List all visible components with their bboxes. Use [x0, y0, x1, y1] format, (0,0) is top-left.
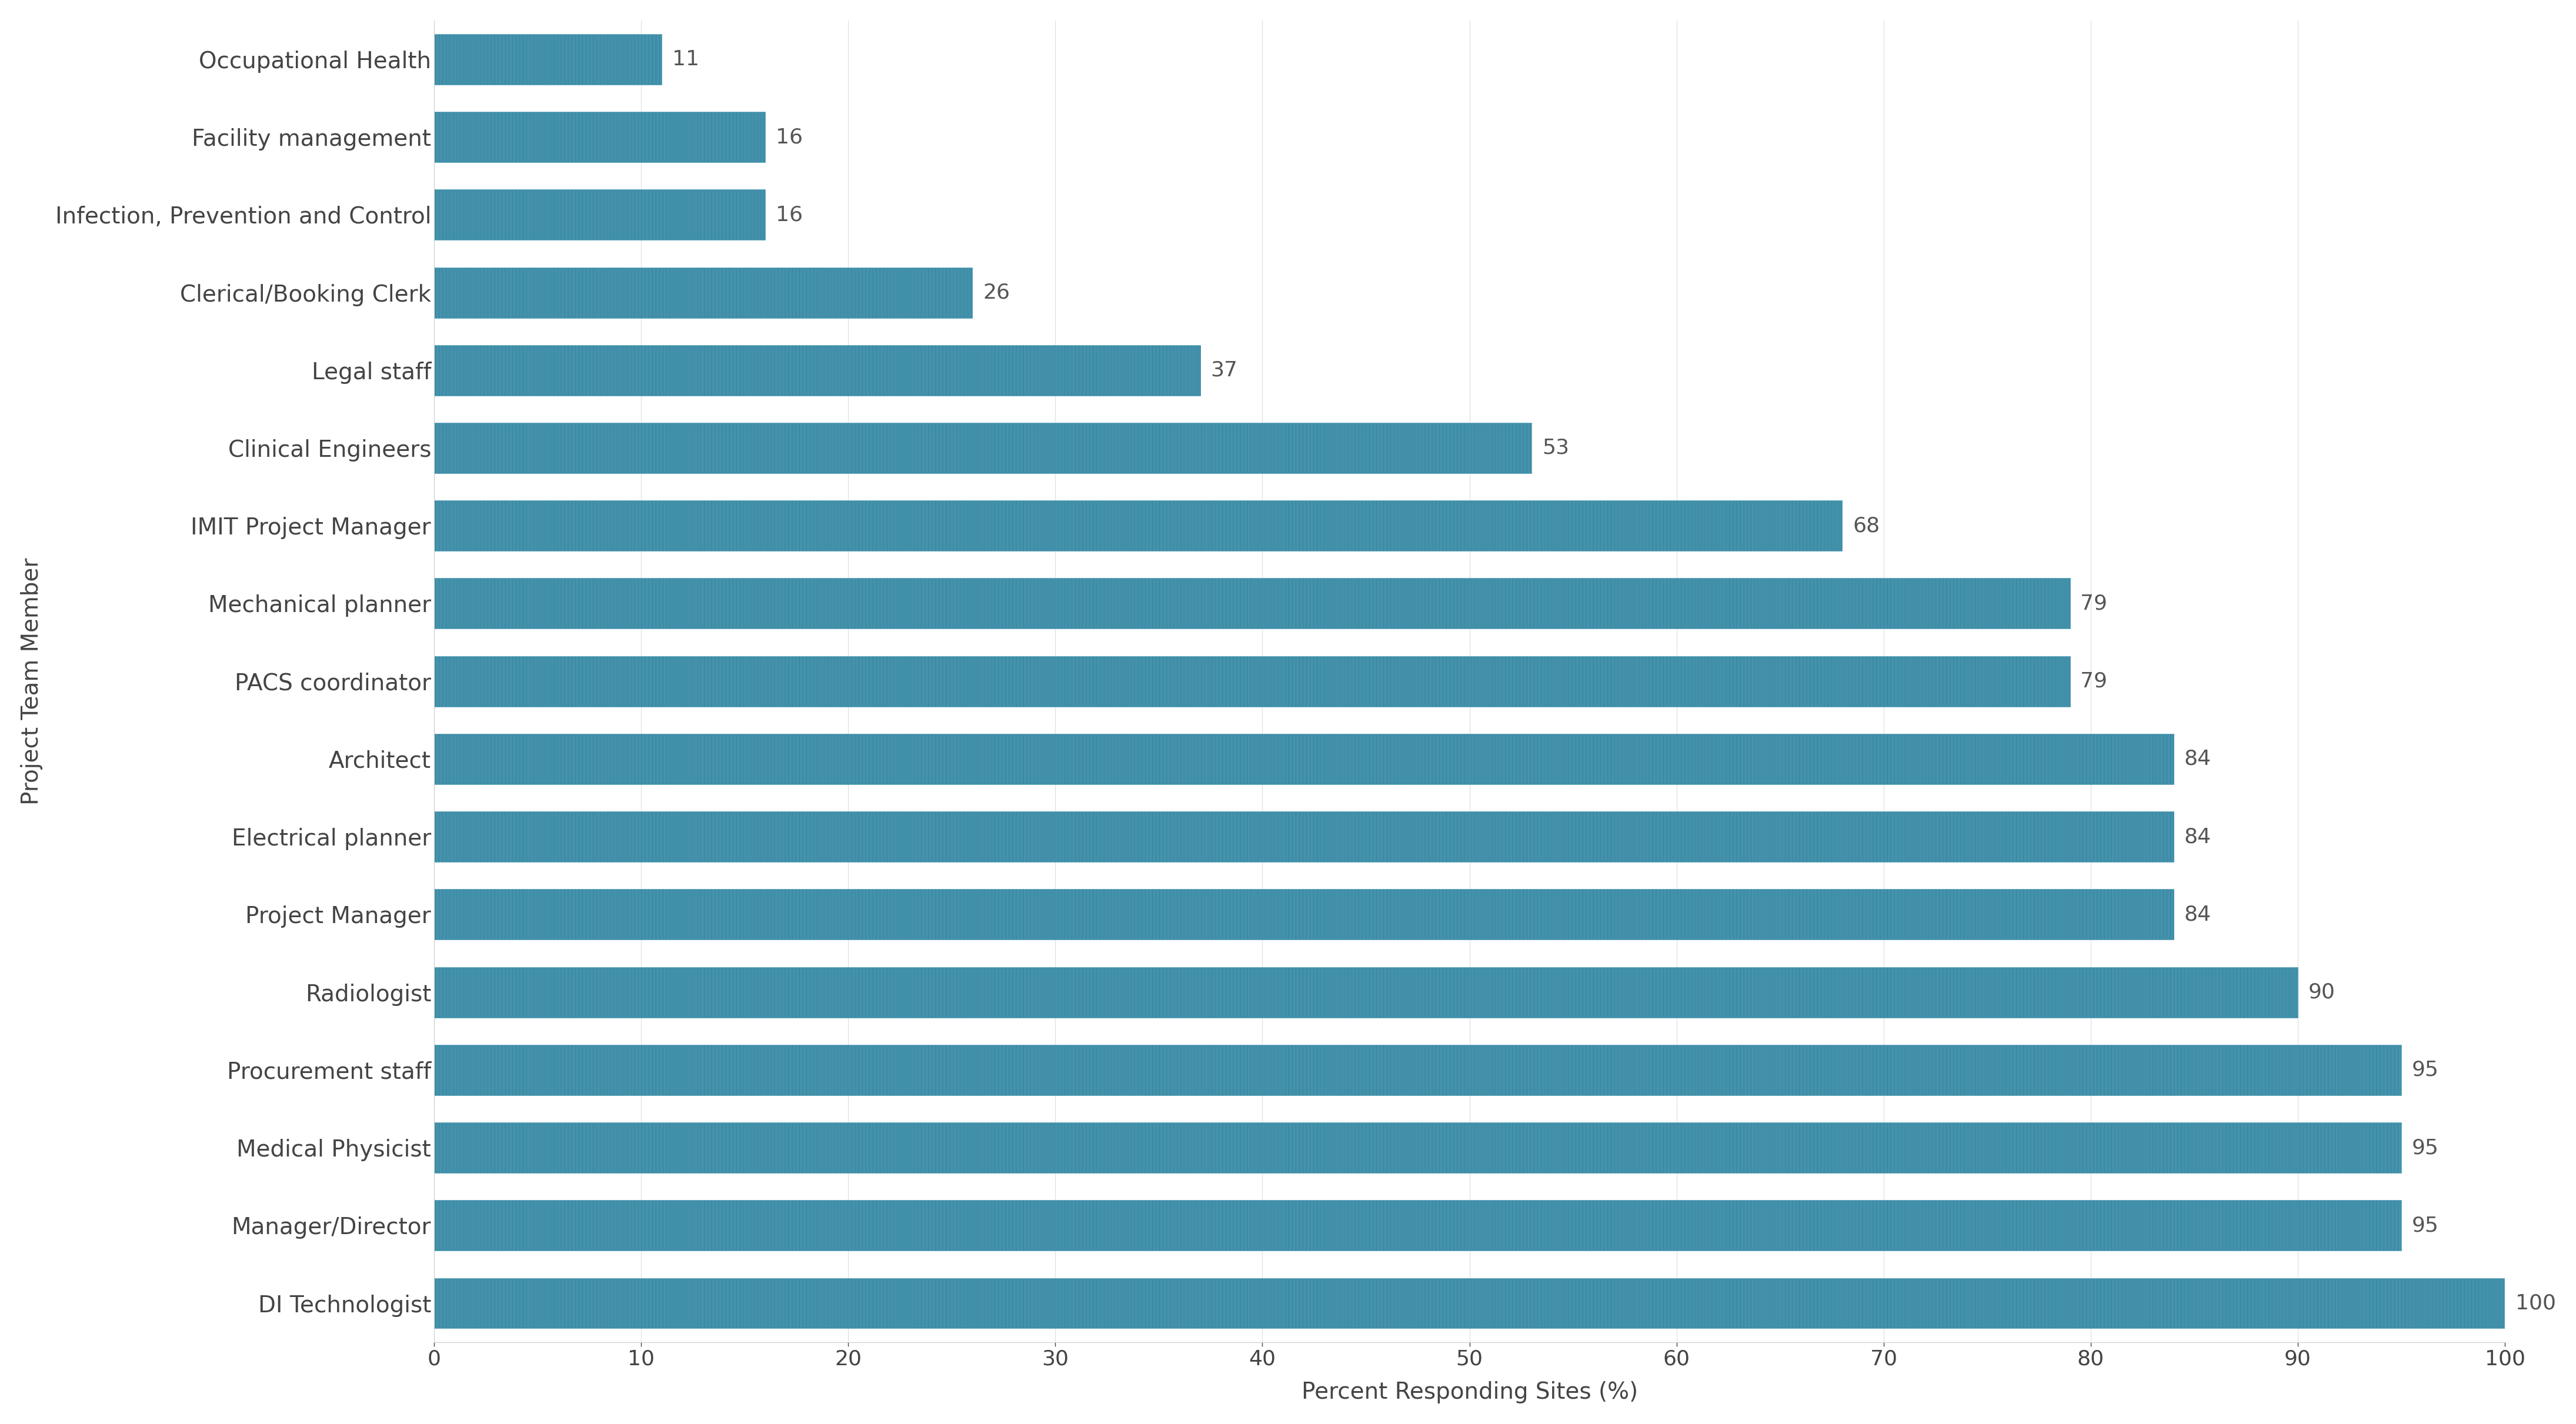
Bar: [433, 500, 1842, 551]
Text: 53: 53: [1543, 439, 1569, 459]
Text: 100: 100: [2514, 1293, 2555, 1313]
Text: 79: 79: [2081, 671, 2107, 691]
Bar: [433, 189, 765, 241]
Bar: [433, 1045, 2401, 1095]
Bar: [433, 1200, 2401, 1250]
Text: 95: 95: [2411, 1059, 2439, 1079]
Bar: [433, 345, 1200, 396]
Bar: [433, 578, 2071, 629]
Text: 84: 84: [2184, 827, 2210, 847]
Bar: [433, 1122, 2401, 1173]
Bar: [433, 111, 765, 162]
Text: 84: 84: [2184, 749, 2210, 769]
Bar: [433, 1277, 2504, 1329]
Y-axis label: Project Team Member: Project Team Member: [21, 558, 44, 805]
Text: 11: 11: [672, 50, 698, 70]
Bar: [433, 967, 2298, 1018]
Bar: [433, 34, 662, 84]
Bar: [433, 656, 2071, 706]
Text: 37: 37: [1211, 360, 1236, 380]
Text: 79: 79: [2081, 594, 2107, 614]
Bar: [433, 423, 1533, 473]
Text: 90: 90: [2308, 983, 2336, 1002]
Text: 84: 84: [2184, 904, 2210, 924]
Bar: [433, 268, 974, 318]
Bar: [433, 812, 2174, 862]
Bar: [433, 733, 2174, 785]
Text: 26: 26: [984, 282, 1010, 302]
Text: 95: 95: [2411, 1216, 2439, 1236]
Text: 16: 16: [775, 127, 804, 147]
X-axis label: Percent Responding Sites (%): Percent Responding Sites (%): [1301, 1381, 1638, 1404]
Text: 68: 68: [1852, 515, 1880, 535]
Text: 16: 16: [775, 205, 804, 225]
Text: 95: 95: [2411, 1138, 2439, 1158]
Bar: [433, 889, 2174, 940]
